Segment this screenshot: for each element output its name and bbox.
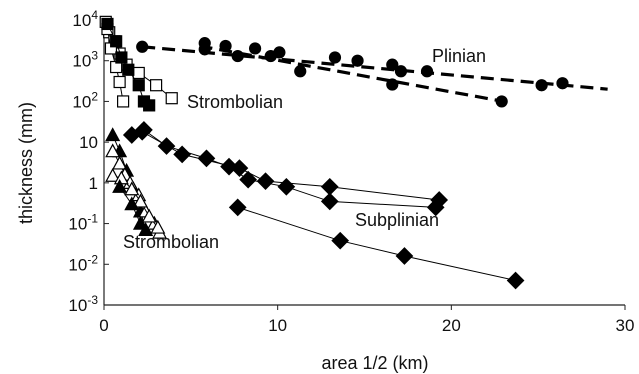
- data-point-square: [132, 66, 145, 80]
- series-11: [112, 179, 148, 230]
- y-tick-label: 102: [72, 89, 98, 111]
- data-point-square: [113, 75, 126, 89]
- data-point-circle: [219, 39, 232, 53]
- x-tick-label: 20: [442, 316, 461, 335]
- plinian-fit-line: [199, 44, 504, 104]
- data-point-triangle: [141, 208, 157, 223]
- data-point-triangle: [112, 179, 128, 193]
- data-point-triangle: [150, 219, 166, 234]
- data-point-diamond: [256, 172, 275, 191]
- data-point-circle: [394, 65, 408, 78]
- data-point-diamond: [197, 149, 216, 168]
- data-point-circle: [386, 58, 399, 71]
- data-point-circle: [351, 54, 364, 67]
- data-point-circle: [328, 51, 342, 64]
- x-tick-label: 10: [268, 316, 287, 335]
- data-point-diamond: [430, 191, 449, 209]
- series-group: [99, 15, 569, 290]
- data-point-triangle: [112, 155, 128, 170]
- series-line: [237, 206, 516, 281]
- y-tick-label: 10-2: [68, 252, 98, 274]
- data-point-circle: [420, 65, 434, 78]
- annotation-plinian: Plinian: [432, 46, 486, 66]
- series-0: [136, 37, 569, 92]
- data-point-square: [110, 35, 123, 48]
- data-point-circle: [198, 43, 211, 56]
- data-point-diamond: [133, 122, 152, 141]
- data-point-circle: [231, 49, 244, 63]
- plinian-fit-lines: [142, 44, 608, 104]
- data-point-triangle: [105, 167, 121, 182]
- data-point-circle: [273, 46, 286, 59]
- plinian-fit-line: [142, 45, 608, 91]
- data-point-triangle: [132, 193, 148, 208]
- data-point-square: [115, 51, 128, 64]
- data-point-square: [150, 79, 163, 92]
- annotation-subplinian: Subplinian: [355, 210, 439, 230]
- data-point-diamond: [228, 198, 247, 217]
- y-tick-label: 10: [79, 133, 98, 152]
- data-point-diamond: [320, 177, 339, 196]
- series-1: [198, 43, 508, 108]
- tick-labels: 10-3 10-2 10-1 1 10 102 103 104 0 10 20 30: [68, 8, 634, 335]
- annotation-strombolian-lower: Strombolian: [123, 232, 219, 252]
- data-point-square: [132, 79, 145, 92]
- data-point-circle: [294, 65, 307, 78]
- x-axis-label: area 1/2 (km): [321, 353, 428, 373]
- data-point-diamond: [506, 271, 525, 290]
- x-tick-label: 0: [99, 316, 108, 335]
- data-point-diamond: [230, 159, 249, 177]
- data-point-diamond: [239, 170, 257, 189]
- series-line: [131, 129, 436, 208]
- y-axis-label: thickness (mm): [16, 102, 36, 224]
- data-point-diamond: [320, 192, 339, 211]
- data-point-square: [143, 99, 156, 112]
- data-point-diamond: [173, 145, 191, 164]
- y-tick-label: 103: [72, 49, 98, 71]
- data-point-triangle: [124, 196, 140, 211]
- y-tick-label: 104: [72, 8, 98, 30]
- series-5: [122, 121, 445, 217]
- data-point-circle: [386, 78, 399, 91]
- series-4: [101, 17, 156, 112]
- annotation-strombolian-upper: Strombolian: [187, 92, 283, 112]
- data-point-triangle: [132, 215, 148, 230]
- data-point-diamond: [331, 231, 350, 250]
- data-point-diamond: [277, 177, 296, 196]
- x-tick-label: 30: [616, 316, 635, 335]
- data-point-circle: [495, 95, 508, 108]
- data-point-circle: [556, 77, 569, 90]
- series-7: [228, 198, 525, 290]
- data-point-square: [122, 63, 135, 76]
- data-point-triangle: [105, 127, 121, 142]
- y-tick-label: 1: [89, 174, 98, 193]
- data-point-square: [165, 92, 178, 105]
- axes: [103, 19, 626, 310]
- data-point-diamond: [395, 247, 414, 265]
- data-point-triangle: [105, 143, 121, 158]
- data-point-circle: [535, 79, 548, 92]
- y-tick-label: 10-3: [68, 293, 98, 315]
- data-point-square: [101, 17, 114, 31]
- data-point-circle: [136, 40, 149, 53]
- series-line: [141, 131, 440, 201]
- series-10: [105, 167, 166, 234]
- data-point-triangle: [124, 181, 140, 196]
- data-point-square: [117, 95, 130, 108]
- y-tick-label: 10-1: [68, 212, 98, 234]
- data-point-circle: [248, 42, 262, 55]
- series-6: [133, 122, 449, 209]
